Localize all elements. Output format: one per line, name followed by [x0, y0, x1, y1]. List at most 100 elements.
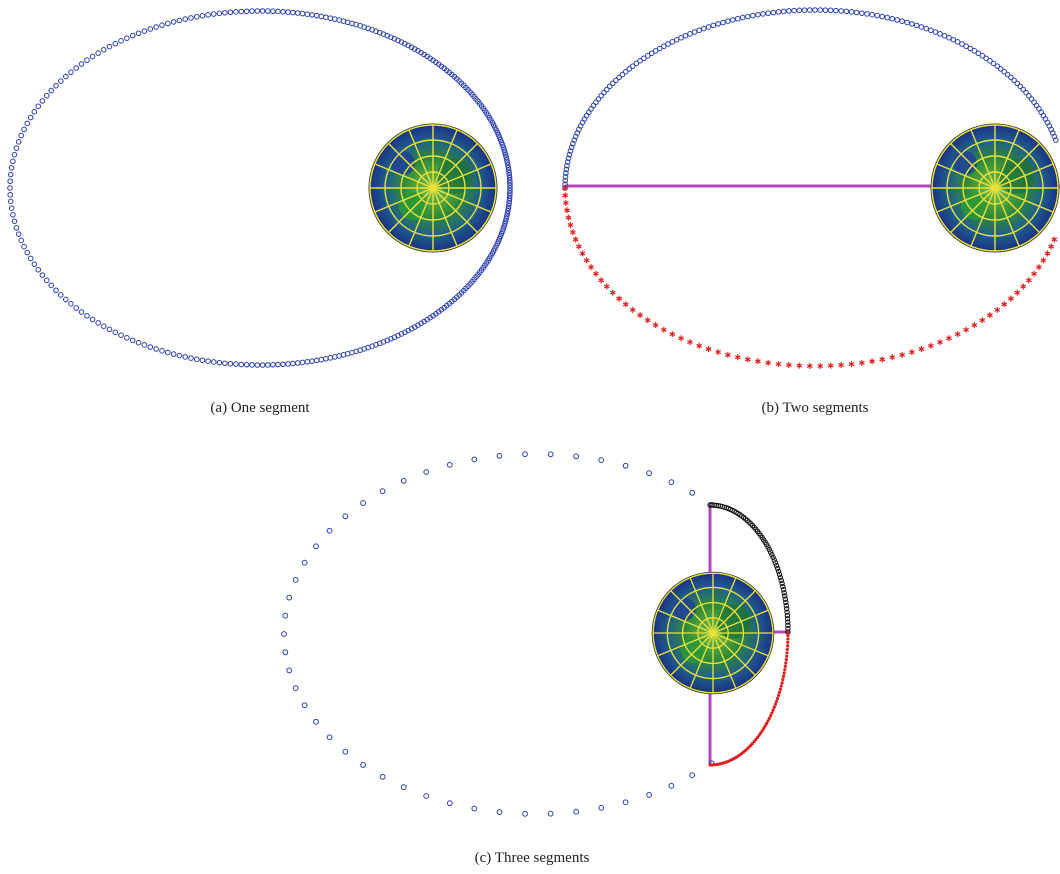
orbit-marker [622, 301, 629, 308]
orbit-marker [360, 500, 366, 506]
orbit-marker [562, 177, 569, 184]
orbit-marker [796, 7, 803, 14]
orbit-marker [188, 355, 194, 361]
orbit-marker [879, 13, 886, 20]
orbit-marker [598, 277, 605, 284]
orbit-marker [106, 326, 113, 333]
orbit-marker [583, 257, 590, 264]
orbit-marker [7, 171, 14, 178]
orbit-marker [774, 699, 779, 704]
orbit-marker [323, 14, 329, 21]
orbit-marker [1023, 89, 1029, 96]
orbit-marker [776, 571, 783, 578]
orbit-marker [573, 808, 580, 815]
orbit-marker [744, 13, 751, 20]
orbit-marker [227, 9, 234, 16]
orbit-marker [773, 562, 780, 569]
orbit-marker [290, 360, 296, 367]
orbit-marker [806, 7, 813, 13]
orbit-marker [141, 342, 148, 348]
orbit-marker [644, 317, 651, 324]
orbit-marker [182, 354, 189, 360]
orbit-marker [222, 9, 228, 16]
orbit-marker [285, 361, 291, 367]
orbit-marker [598, 804, 605, 811]
orbit-marker [1040, 257, 1047, 264]
orbit-marker [501, 223, 507, 229]
orbit-marker [313, 543, 319, 550]
orbit-marker [1001, 301, 1008, 308]
orbit-marker [997, 66, 1004, 72]
orbit-marker [264, 362, 271, 368]
orbit-marker [603, 283, 610, 290]
orbit-marker [689, 772, 696, 779]
orbit-marker [770, 9, 777, 16]
orbit-marker [889, 354, 896, 361]
orbit-marker [769, 552, 775, 558]
orbit-marker [89, 53, 96, 60]
orbit-marker [979, 52, 986, 59]
orbit-marker [918, 24, 925, 30]
orbit-marker [603, 86, 610, 93]
orbit-marker [715, 21, 721, 27]
earth [368, 123, 498, 253]
orbit-marker [771, 708, 775, 712]
orbit-marker [326, 527, 333, 534]
orbit-marker [572, 236, 579, 243]
orbit-marker [1028, 96, 1035, 102]
orbit-marker [522, 810, 528, 817]
orbit-marker [765, 10, 771, 16]
orbit-marker [10, 158, 16, 165]
orbit-marker [1014, 80, 1021, 87]
orbit-marker [769, 714, 773, 718]
orbit-marker [507, 187, 513, 194]
orbit-marker [39, 272, 46, 278]
orbit-marker [979, 317, 986, 324]
orbit-marker [785, 651, 789, 655]
orbit-marker [775, 361, 782, 368]
orbit-marker [1001, 68, 1008, 75]
orbit-marker [11, 151, 18, 158]
orbit-marker [879, 356, 886, 363]
orbit-marker [775, 9, 782, 15]
orbit-marker [507, 190, 513, 196]
orbit-marker [199, 357, 206, 364]
orbit-marker [84, 312, 90, 319]
orbit-marker [100, 323, 107, 329]
orbit-marker [1044, 250, 1051, 257]
orbit-marker [744, 356, 751, 363]
orbit-marker [73, 65, 79, 71]
orbit-marker [159, 348, 165, 354]
orbit-marker [687, 339, 693, 346]
orbit-marker [199, 12, 206, 19]
orbit-marker [233, 9, 239, 15]
orbit-marker [971, 48, 978, 54]
orbit-marker [709, 502, 715, 508]
orbit-marker [775, 696, 780, 701]
orbit-marker [318, 356, 325, 363]
orbit-marker [691, 29, 698, 35]
orbit-marker [908, 349, 915, 356]
orbit-marker [326, 734, 333, 741]
orbit-marker [502, 220, 508, 227]
orbit-marker [216, 10, 223, 17]
orbit-marker [7, 178, 13, 185]
orbit-marker [39, 98, 46, 104]
orbit-marker [502, 152, 509, 158]
orbit-marker [783, 606, 790, 612]
orbit-marker [622, 462, 629, 469]
orbit-marker [937, 31, 943, 37]
orbit-marker [89, 316, 96, 323]
orbit-marker [783, 668, 787, 672]
orbit-marker [280, 8, 286, 15]
orbit-marker [678, 335, 684, 342]
orbit-marker [637, 58, 643, 64]
orbit-marker [806, 362, 813, 369]
orbit-marker [7, 198, 14, 205]
orbit-marker [118, 332, 124, 338]
orbit-marker [379, 488, 386, 495]
orbit-marker [505, 164, 512, 171]
orbit-marker [501, 147, 507, 153]
orbit-marker [210, 11, 217, 17]
orbit-marker [771, 557, 778, 563]
